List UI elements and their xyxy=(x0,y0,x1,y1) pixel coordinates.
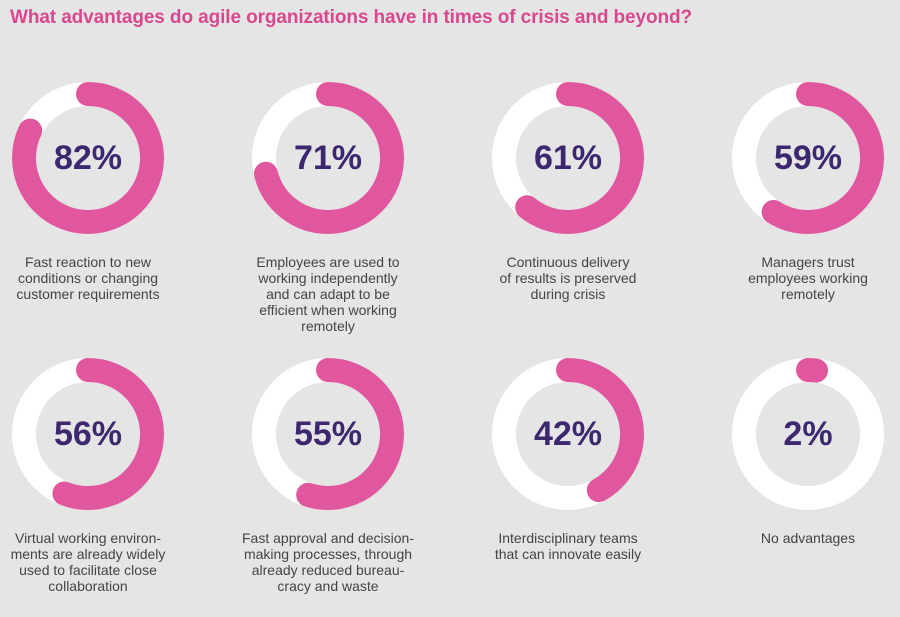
donut-category-label: Fast approval and decision- making proce… xyxy=(242,530,414,594)
donut-value-arc xyxy=(252,358,404,510)
donut-ring xyxy=(492,358,644,510)
donut-ring xyxy=(12,82,164,234)
donut-value-label: 82% xyxy=(53,139,123,177)
donut-ring xyxy=(732,358,884,510)
donut-value-label: 61% xyxy=(533,139,603,177)
donut-ring xyxy=(492,82,644,234)
donut-category-label: Fast reaction to new conditions or chang… xyxy=(16,254,160,302)
donut-category-label: Interdisciplinary teams that can innovat… xyxy=(494,530,642,562)
donut-value-arc xyxy=(732,358,884,510)
donut-ring xyxy=(252,358,404,510)
donut-category-label: Employees are used to working independen… xyxy=(256,254,400,334)
donut-value-label: 56% xyxy=(53,415,123,453)
donut-category-label: Continuous delivery of results is preser… xyxy=(499,254,637,302)
donut-value-label: 59% xyxy=(773,139,843,177)
donut-value-arc xyxy=(732,82,884,234)
chart-title: What advantages do agile organizations h… xyxy=(10,7,693,28)
donut-value-label: 42% xyxy=(533,415,603,453)
donut-category-label: No advantages xyxy=(760,530,856,546)
donut-ring xyxy=(12,358,164,510)
donut-category-label: Virtual working environ- ments are alrea… xyxy=(10,530,166,594)
donut-category-label: Managers trust employees working remotel… xyxy=(748,254,868,302)
donut-value-arc xyxy=(492,82,644,234)
donut-ring xyxy=(732,82,884,234)
donut-value-arc xyxy=(12,82,164,234)
donut-value-label: 2% xyxy=(783,415,833,453)
donut-value-label: 71% xyxy=(293,139,363,177)
donut-value-arc xyxy=(252,82,404,234)
donut-ring xyxy=(252,82,404,234)
donut-value-arc xyxy=(492,358,644,510)
donut-value-arc xyxy=(12,358,164,510)
donut-value-label: 55% xyxy=(293,415,363,453)
